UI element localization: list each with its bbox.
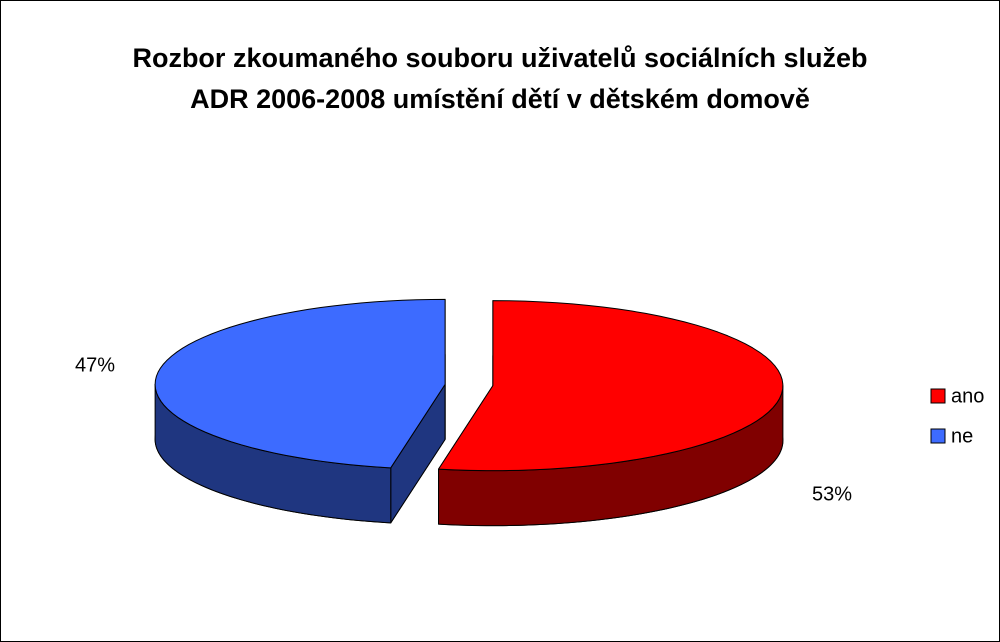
chart-title: Rozbor zkoumaného souboru uživatelů soci… xyxy=(132,43,868,114)
slice xyxy=(154,298,446,524)
data-label: 53% xyxy=(812,483,852,505)
legend-label: ano xyxy=(951,385,984,407)
legend-label: ne xyxy=(951,425,973,447)
slice-top xyxy=(438,300,784,472)
data-label: 47% xyxy=(75,354,115,376)
slice xyxy=(438,300,784,527)
slice-top xyxy=(154,298,446,469)
legend-swatch xyxy=(930,388,946,404)
legend-swatch xyxy=(930,428,946,444)
